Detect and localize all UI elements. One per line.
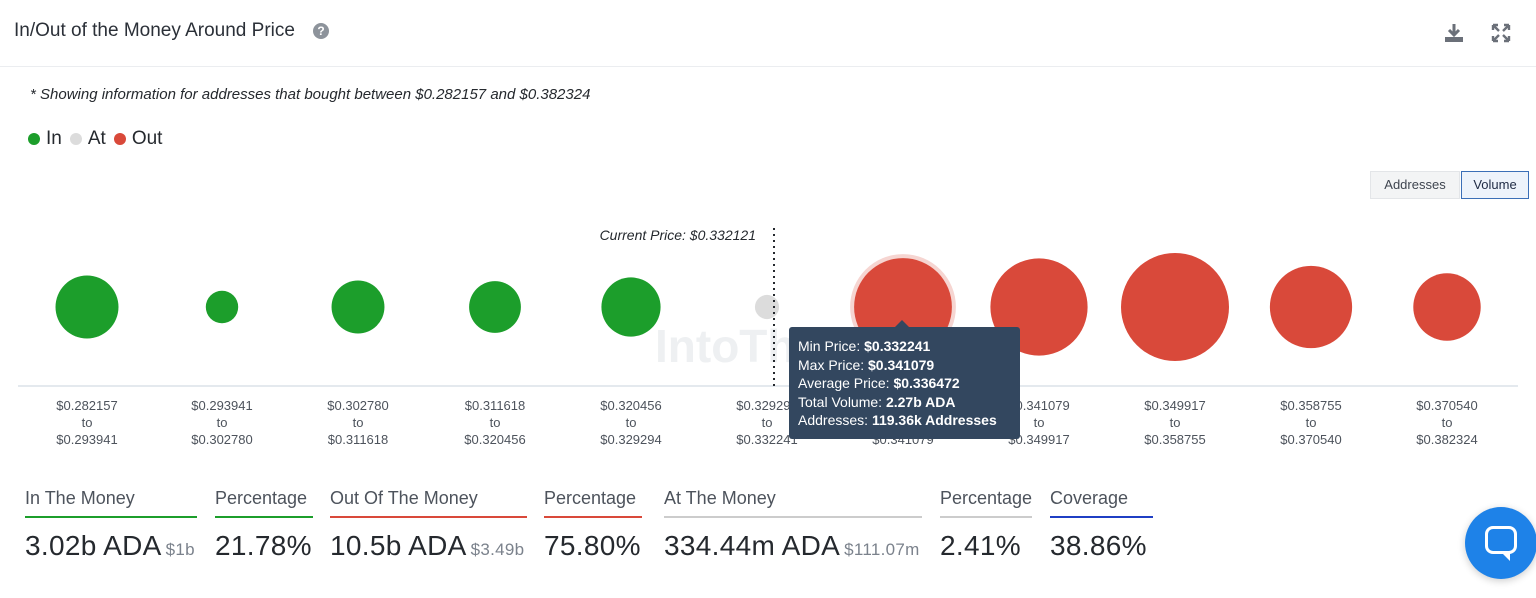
bubble-in[interactable] [55,275,119,339]
tick-label: $0.311618 [465,398,526,413]
legend-item-at[interactable]: At [69,128,106,150]
bubble-chart: IntoTheBlock$0.282157to$0.293941$0.29394… [18,227,1518,447]
tick-label: to [626,415,637,430]
download-icon[interactable] [1443,22,1465,44]
stat-coverage: Coverage 38.86% [1050,486,1153,562]
chat-bubble-icon [1485,526,1517,561]
stat-label: At The Money [664,486,922,518]
tooltip-addresses: Addresses: 119.36k Addresses [798,412,997,428]
tooltip-min-price: Min Price: $0.332241 [798,338,931,354]
tick-label: $0.341079 [1008,398,1069,413]
stat-value: 10.5b ADA $3.49b [330,530,525,561]
legend-dot-out [113,133,126,145]
tick-label: $0.320456 [600,398,661,413]
widget-title: In/Out of the Money Around Price [14,20,295,41]
bubble-at[interactable] [754,294,780,320]
tick-label: $0.329294 [600,432,661,447]
tick-label: $0.293941 [56,432,117,447]
tick-label: $0.293941 [191,398,252,413]
stat-value: 75.80% [544,530,641,561]
tick-label: to [1306,415,1317,430]
bubble-in[interactable] [331,280,385,334]
bubble-in[interactable] [205,290,239,324]
tick-label: to [217,415,228,430]
legend-item-out[interactable]: Out [113,128,163,150]
bubble-out[interactable] [1121,253,1229,361]
tick-label: $0.329294 [736,398,797,413]
tooltip-total-volume: Total Volume: 2.27b ADA [798,393,956,410]
legend-dot-in [28,133,40,145]
tick-label: $0.370540 [1280,432,1341,447]
tick-label: to [1170,415,1181,430]
legend-label-at: At [87,128,106,149]
tick-label: $0.370540 [1416,398,1477,413]
tick-label: $0.311618 [328,432,389,447]
stat-label: Percentage [940,486,1032,518]
tick-label: to [353,415,364,430]
tick-label: to [1034,415,1045,430]
tick-label: $0.320456 [464,432,525,447]
legend-item-in[interactable]: In [28,128,62,150]
stat-label: In The Money [25,486,197,518]
tick-label: $0.332241 [736,432,797,447]
tick-label: to [82,415,93,430]
stat-label: Out Of The Money [330,486,527,518]
tooltip-max-price: Max Price: $0.341079 [798,356,935,373]
stat-out-percentage: Percentage 75.80% [544,486,642,562]
stat-out-of-the-money: Out Of The Money 10.5b ADA $3.49b [330,486,527,562]
tick-label: to [762,415,773,430]
stat-label: Percentage [544,486,642,518]
widget-header: In/Out of the Money Around Price ? [0,0,1536,67]
tick-label: $0.358755 [1144,432,1205,447]
stat-at-percentage: Percentage 2.41% [940,486,1032,562]
bubble-out[interactable] [1269,265,1353,349]
stat-value: 2.41% [940,530,1021,561]
stat-value: 334.44m ADA $111.07m [664,530,920,561]
tick-label: $0.349917 [1008,432,1069,447]
stat-value: 38.86% [1050,530,1147,561]
stat-at-the-money: At The Money 334.44m ADA $111.07m [664,486,922,562]
tick-label: $0.382324 [1416,432,1477,447]
tick-label: $0.358755 [1280,398,1341,413]
tooltip-average-price: Average Price: $0.336472 [798,375,960,391]
stat-label: Percentage [215,486,313,518]
range-note: * Showing information for addresses that… [30,86,591,103]
chart-legend: In At Out [28,128,170,150]
stat-label: Coverage [1050,486,1153,518]
tick-label: $0.302780 [191,432,252,447]
volume-toggle-button[interactable]: Volume [1461,171,1529,199]
stat-in-the-money: In The Money 3.02b ADA $1b [25,486,197,562]
stat-in-percentage: Percentage 21.78% [215,486,313,562]
bubble-in[interactable] [601,277,661,337]
current-price-label: Current Price: $0.332121 [600,227,756,243]
bubble-in[interactable] [469,281,521,333]
stat-value: 21.78% [215,530,312,561]
bubble-out[interactable] [1413,273,1481,341]
tick-label: $0.349917 [1144,398,1205,413]
legend-dot-at [69,133,82,145]
tick-label: to [1442,415,1453,430]
legend-label-in: In [46,128,62,149]
tick-label: $0.282157 [56,398,117,413]
addresses-toggle-button[interactable]: Addresses [1370,171,1460,199]
tick-label: $0.302780 [327,398,388,413]
help-icon[interactable]: ? [313,23,329,39]
legend-label-out: Out [131,128,163,149]
chat-support-button[interactable] [1465,507,1536,579]
chart-tooltip: Min Price: $0.332241 Max Price: $0.34107… [789,320,1020,439]
stat-value: 3.02b ADA $1b [25,530,195,561]
tick-label: to [490,415,501,430]
fullscreen-icon[interactable] [1490,22,1512,44]
